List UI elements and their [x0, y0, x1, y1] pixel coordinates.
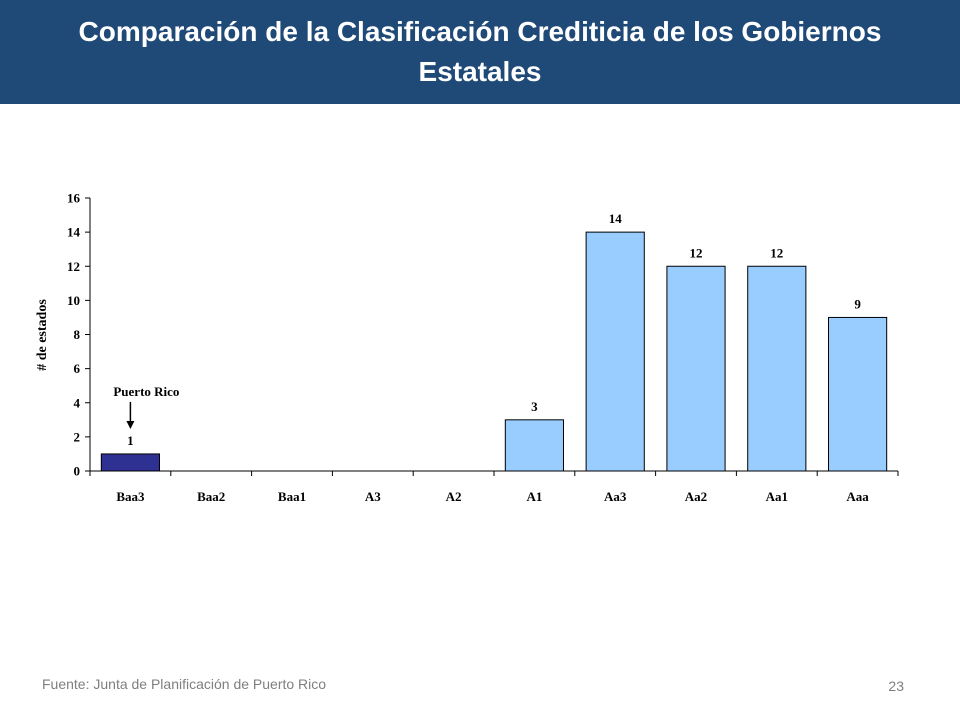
x-tick-label-aa1: Aa1 — [766, 489, 788, 504]
y-tick-label: 0 — [74, 464, 81, 479]
data-label-aaa: 9 — [854, 296, 861, 311]
annotation-arrow-head — [126, 420, 135, 429]
data-label-a1: 3 — [531, 399, 538, 414]
y-tick-label: 16 — [67, 191, 81, 206]
title-bar: Comparación de la Clasificación Creditic… — [0, 0, 960, 104]
bar-aaa — [828, 316, 888, 472]
y-axis-title: # de estados — [35, 299, 50, 371]
data-label-aa1: 12 — [770, 245, 783, 260]
y-tick-label: 12 — [67, 259, 80, 274]
x-tick-label-baa2: Baa2 — [197, 489, 225, 504]
x-tick-label-aaa: Aaa — [846, 489, 869, 504]
y-tick-label: 8 — [74, 327, 81, 342]
annotation-label: Puerto Rico — [113, 384, 179, 399]
y-axis-ticks: 0 2 4 6 8 10 12 14 16 — [67, 191, 90, 479]
data-label-aa2: 12 — [690, 245, 703, 260]
bar-a1 — [504, 419, 564, 472]
y-tick-label: 10 — [67, 293, 80, 308]
bar-aa3 — [585, 231, 645, 472]
page-number: 23 — [888, 678, 904, 694]
x-tick-label-aa3: Aa3 — [604, 489, 627, 504]
bar-aa2 — [666, 265, 726, 472]
data-label-baa3: 1 — [127, 433, 134, 448]
data-label-aa3: 14 — [609, 211, 623, 226]
x-tick-label-baa1: Baa1 — [278, 489, 306, 504]
y-tick-label: 4 — [74, 395, 81, 410]
x-axis-labels: Baa3 Baa2 Baa1 A3 A2 A1 Aa3 Aa2 Aa1 Aaa — [89, 471, 899, 504]
y-tick-label: 2 — [74, 429, 81, 444]
x-tick-label-a1: A1 — [526, 489, 542, 504]
bar-baa3 — [100, 453, 160, 472]
data-labels: 1 3 14 12 12 9 — [127, 211, 861, 448]
x-tick-label-baa3: Baa3 — [116, 489, 145, 504]
source-note: Fuente: Junta de Planificación de Puerto… — [42, 676, 327, 692]
y-axis-title-group: # de estados — [35, 299, 50, 371]
y-tick-label: 6 — [74, 361, 81, 376]
x-tick-label-aa2: Aa2 — [685, 489, 707, 504]
bar-aa1 — [747, 265, 807, 472]
slide-title: Comparación de la Clasificación Creditic… — [78, 16, 882, 87]
x-tick-label-a2: A2 — [446, 489, 462, 504]
y-tick-label: 14 — [67, 225, 81, 240]
annotation: Puerto Rico — [113, 384, 179, 429]
bars — [100, 231, 888, 472]
x-tick-label-a3: A3 — [365, 489, 381, 504]
